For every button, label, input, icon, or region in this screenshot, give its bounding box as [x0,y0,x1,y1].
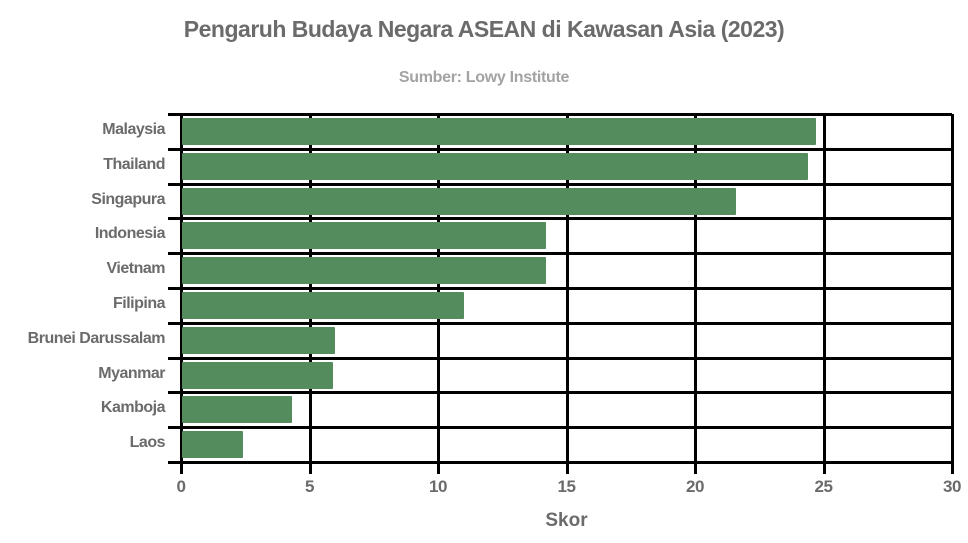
row-gridline [168,287,952,290]
y-tick-label: Brunei Darussalam [27,329,166,347]
x-tick-label: 10 [429,477,447,496]
bar-myanmar [182,361,333,389]
y-tick-label: Myanmar [98,364,165,382]
x-tick-mark [951,462,954,474]
x-tick-label: 25 [814,477,833,496]
x-tick-label: 30 [943,477,961,496]
row-gridline [168,461,952,464]
y-tick-label: Singapura [91,190,165,208]
x-tick-mark [308,462,312,474]
bar-laos [182,431,243,459]
row-gridline [168,113,952,116]
x-tick-mark [180,462,183,474]
row-gridline [168,182,952,186]
row-gridline [168,217,952,221]
x-gridline [951,114,954,462]
y-tick-label: Kamboja [100,399,166,417]
row-gridline [168,252,952,256]
x-tick-label: 20 [686,477,704,496]
x-gridline [437,114,440,462]
row-gridline [168,391,952,395]
row-gridline [168,321,952,325]
row-gridline [168,147,952,151]
bar-vietnam [182,257,546,285]
y-tick-label: Laos [129,434,166,452]
bar-singapura [182,187,737,215]
chart-subtitle: Sumber: Lowy Institute [398,69,570,86]
row-gridline [168,356,952,360]
x-gridline [694,114,697,462]
x-gridline [565,114,569,462]
x-gridline [180,114,183,462]
y-tick-label: Malaysia [102,121,165,138]
x-tick-label: 0 [176,477,186,496]
bar-thailand [182,152,809,180]
plot-area [168,113,954,464]
x-tick-mark [822,462,826,474]
x-tick-label: 5 [305,477,314,496]
y-tick-label: Thailand [103,155,165,173]
bar-indonesia [182,222,546,250]
chart-title: Pengaruh Budaya Negara ASEAN di Kawasan … [183,16,785,42]
bar-brunei-darussalam [182,326,336,354]
x-tick-label: 15 [557,477,576,496]
x-gridline [822,114,826,462]
row-gridline [168,426,952,430]
y-tick-label: Vietnam [106,260,166,278]
y-tick-label: Filipina [113,295,166,312]
x-tick-mark [437,462,440,474]
x-axis-label: Skor [545,510,588,531]
y-tick-label: Indonesia [94,225,166,243]
bar-filipina [182,292,464,319]
x-tick-mark [565,462,569,474]
bar-kamboja [182,396,292,424]
bar-malaysia [182,118,816,145]
x-tick-mark [694,462,697,474]
x-gridline [308,114,312,462]
